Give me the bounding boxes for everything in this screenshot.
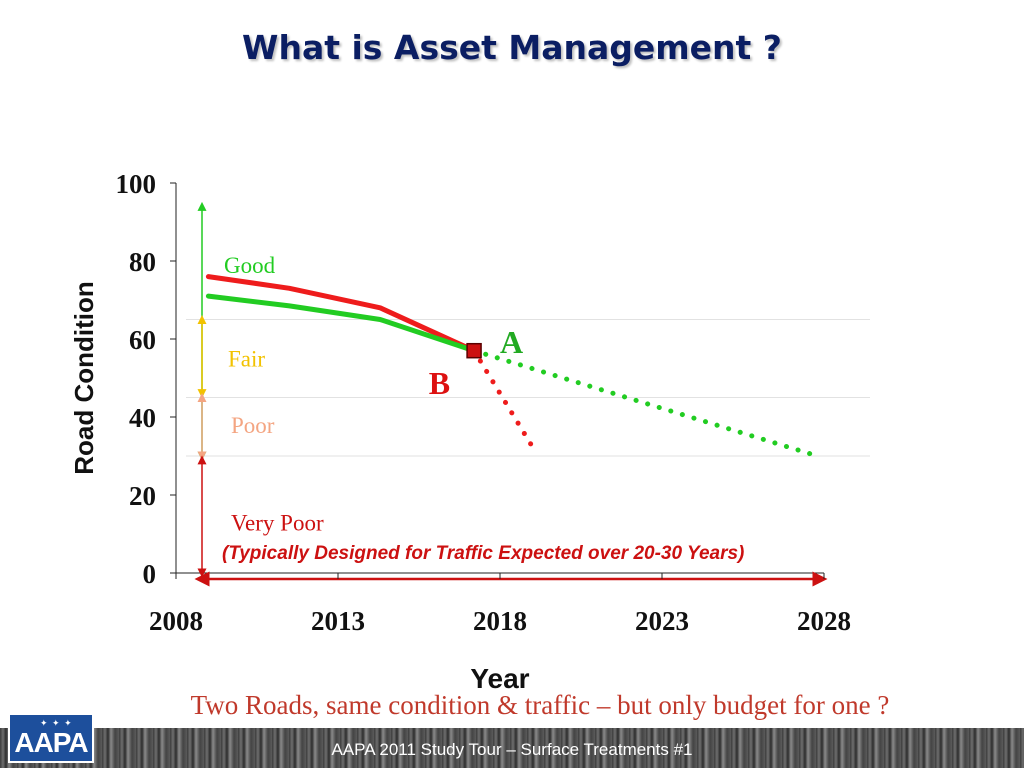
- footer-bar: AAPA 2011 Study Tour – Surface Treatment…: [0, 728, 1024, 768]
- band-label: Very Poor: [231, 510, 324, 535]
- series-line-2: [471, 348, 539, 455]
- series-line-0: [205, 274, 477, 354]
- logo-text: AAPA: [14, 727, 88, 758]
- page-title: What is Asset Management ?: [242, 28, 782, 67]
- x-tick-label: 2013: [311, 606, 365, 636]
- y-tick-label: 40: [129, 403, 156, 433]
- road-condition-chart: 0 20 40 60 80 100 2008 2013 2018 2023 2028 Year Road…: [69, 169, 870, 694]
- band-label: Poor: [231, 413, 275, 438]
- band-label: Fair: [228, 347, 265, 372]
- x-tick-label: 2028: [797, 606, 851, 636]
- y-tick-label: 60: [129, 325, 156, 355]
- decision-point-marker: [466, 342, 482, 359]
- design-note: (Typically Designed for Traffic Expected…: [222, 543, 744, 564]
- stars-icon: ✦ ✦ ✦: [40, 718, 73, 728]
- y-axis-title: Road Condition: [69, 281, 99, 475]
- y-tick-label: 0: [143, 559, 157, 589]
- x-axis-title: Year: [470, 663, 529, 694]
- label-road-b: B: [429, 365, 450, 401]
- y-tick-label: 100: [116, 169, 157, 199]
- band-label: Good: [224, 253, 276, 278]
- x-tick-label: 2023: [635, 606, 689, 636]
- aapa-logo: ✦ ✦ ✦ AAPA: [8, 713, 94, 763]
- x-tick-label: 2008: [149, 606, 203, 636]
- label-road-a: A: [500, 324, 523, 360]
- y-tick-label: 80: [129, 247, 156, 277]
- series-line-3: [471, 348, 821, 459]
- y-tick-label: 20: [129, 481, 156, 511]
- series-line-1: [205, 293, 477, 354]
- x-tick-label: 2018: [473, 606, 527, 636]
- footer-text: AAPA 2011 Study Tour – Surface Treatment…: [331, 740, 693, 759]
- slide-subtitle: Two Roads, same condition & traffic – bu…: [190, 690, 890, 720]
